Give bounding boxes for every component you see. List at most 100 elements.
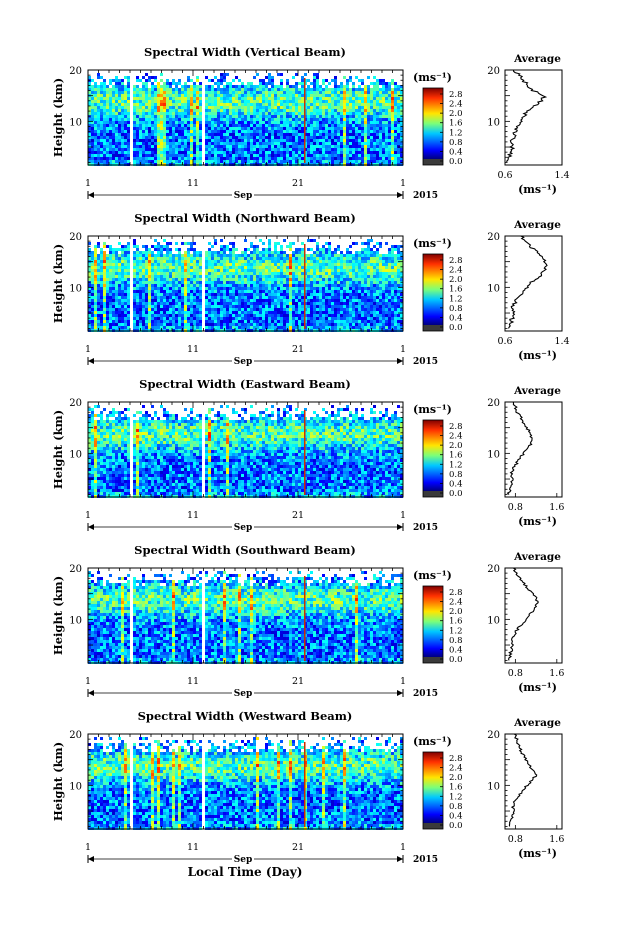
y-tick-label: 20	[69, 398, 82, 409]
x-tick-label: 1	[400, 344, 406, 355]
colorbar	[423, 752, 443, 823]
panel-4: Spectral Width (Southward Beam) 10 20 Heigh…	[51, 543, 564, 699]
colorbar-tick-label: 1.6	[449, 451, 463, 461]
colorbar-tick-label: 2.8	[449, 754, 463, 764]
colorbar-tick-label: 0.0	[449, 157, 463, 167]
y-axis-label: Height (km)	[51, 576, 65, 655]
panel-2: Spectral Width (Northward Beam) 10 20 Heigh…	[51, 211, 570, 367]
month-label: Sep	[234, 357, 253, 367]
avg-x-tick-label: 1.6	[549, 502, 564, 513]
month-label: Sep	[234, 191, 253, 201]
x-tick-label: 1	[85, 676, 91, 687]
year-label: 2015	[413, 855, 438, 865]
colorbar-tick-label: 1.6	[449, 783, 463, 793]
month-label: Sep	[234, 523, 253, 533]
avg-x-tick-label: 0.8	[508, 502, 523, 513]
colorbar-tick-label: 0.4	[449, 645, 463, 655]
month-label: Sep	[234, 689, 253, 699]
y-tick-label: 10	[69, 449, 82, 460]
y-tick-label: 20	[69, 66, 82, 77]
colorbar-tick-label: 2.8	[449, 422, 463, 432]
avg-unit: (ms⁻¹)	[518, 847, 557, 860]
x-tick-label: 1	[400, 676, 406, 687]
colorbar-under	[423, 325, 443, 331]
avg-profile-line	[506, 69, 548, 163]
heatmap	[88, 571, 403, 664]
event-stripe	[304, 410, 306, 495]
avg-y-tick-label: 20	[487, 66, 500, 77]
colorbar-tick-label: 0.0	[449, 655, 463, 665]
colorbar-tick-label: 0.0	[449, 489, 463, 499]
x-tick-label: 21	[292, 510, 304, 521]
year-label: 2015	[413, 523, 438, 533]
colorbar-unit: (ms⁻¹)	[413, 735, 452, 748]
colorbar-tick-label: 2.4	[449, 432, 463, 442]
x-tick-label: 21	[292, 676, 304, 687]
heatmap	[88, 73, 403, 166]
colorbar-tick-label: 1.2	[449, 294, 463, 304]
colorbar-tick-label: 1.2	[449, 626, 463, 636]
y-tick-label: 20	[69, 232, 82, 243]
colorbar	[423, 586, 443, 657]
avg-y-tick-label: 10	[487, 283, 500, 294]
avg-title: Average	[513, 551, 561, 563]
avg-profile-line	[508, 733, 538, 827]
colorbar-tick-label: 0.0	[449, 821, 463, 831]
avg-x-tick-label: 0.8	[508, 668, 523, 679]
colorbar-tick-label: 1.6	[449, 617, 463, 627]
y-tick-label: 10	[69, 615, 82, 626]
avg-unit: (ms⁻¹)	[518, 515, 557, 528]
colorbar-under	[423, 159, 443, 165]
y-tick-label: 10	[69, 781, 82, 792]
x-tick-label: 11	[187, 676, 199, 687]
avg-x-tick-label: 0.6	[497, 336, 512, 347]
panel-title: Spectral Width (Vertical Beam)	[144, 45, 346, 59]
avg-profile-line	[508, 567, 539, 661]
avg-x-tick-label: 1.4	[554, 170, 569, 181]
colorbar	[423, 420, 443, 491]
x-tick-label: 21	[292, 842, 304, 853]
panel-title: Spectral Width (Eastward Beam)	[139, 377, 351, 391]
event-stripe	[304, 244, 306, 329]
avg-frame	[504, 567, 563, 664]
avg-y-tick-label: 20	[487, 730, 500, 741]
colorbar-under	[423, 491, 443, 497]
x-tick-label: 1	[400, 178, 406, 189]
avg-title: Average	[513, 53, 561, 65]
x-tick-label: 11	[187, 510, 199, 521]
colorbar-tick-label: 0.4	[449, 313, 463, 323]
panel-5: Spectral Width (Westward Beam) 10 20 Height…	[51, 709, 564, 865]
colorbar-tick-label: 2.4	[449, 764, 463, 774]
event-stripe	[304, 78, 306, 163]
avg-y-tick-label: 20	[487, 564, 500, 575]
colorbar-tick-label: 1.2	[449, 460, 463, 470]
y-tick-label: 10	[69, 117, 82, 128]
y-tick-label: 20	[69, 564, 82, 575]
colorbar-tick-label: 2.8	[449, 588, 463, 598]
colorbar-unit: (ms⁻¹)	[413, 237, 452, 250]
x-axis-label: Local Time (Day)	[188, 865, 303, 879]
colorbar-tick-label: 0.4	[449, 811, 463, 821]
avg-x-tick-label: 1.4	[554, 336, 569, 347]
colorbar-tick-label: 2.4	[449, 598, 463, 608]
year-label: 2015	[413, 191, 438, 201]
panel-title: Spectral Width (Northward Beam)	[134, 211, 356, 225]
year-label: 2015	[413, 357, 438, 367]
avg-x-tick-label: 0.8	[508, 834, 523, 845]
month-label: Sep	[234, 855, 253, 865]
colorbar-tick-label: 2.0	[449, 773, 463, 783]
colorbar-tick-label: 1.2	[449, 128, 463, 138]
event-stripe	[304, 742, 306, 827]
avg-frame	[504, 401, 563, 498]
x-tick-label: 1	[85, 842, 91, 853]
colorbar-tick-label: 2.0	[449, 109, 463, 119]
event-stripe	[304, 576, 306, 661]
colorbar-tick-label: 0.4	[449, 479, 463, 489]
panel-title: Spectral Width (Southward Beam)	[134, 543, 356, 557]
avg-y-tick-label: 20	[487, 398, 500, 409]
y-tick-label: 10	[69, 283, 82, 294]
avg-profile-line	[506, 401, 533, 495]
colorbar-tick-label: 2.0	[449, 275, 463, 285]
colorbar-tick-label: 2.8	[449, 90, 463, 100]
